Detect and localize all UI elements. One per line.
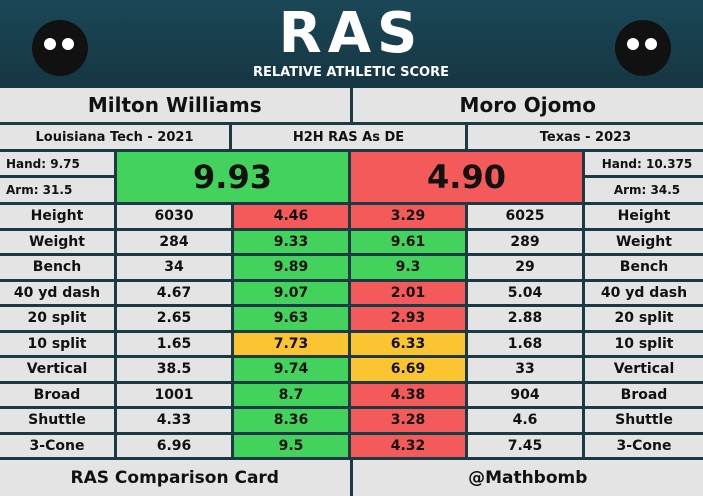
metric-value: 34 bbox=[117, 256, 231, 279]
metric-label: Shuttle bbox=[0, 409, 114, 432]
player-name: Moro Ojomo bbox=[352, 88, 703, 122]
metric-score: 4.32 bbox=[351, 434, 465, 457]
metric-value: 5.04 bbox=[468, 281, 582, 304]
metric-label: 10 split bbox=[0, 332, 114, 355]
metric-score: 9.3 bbox=[351, 256, 465, 279]
metric-value: 7.45 bbox=[468, 434, 582, 457]
metric-value: 284 bbox=[117, 230, 231, 253]
arm: Arm: 34.5 bbox=[585, 178, 703, 202]
mascot bbox=[615, 20, 671, 76]
metric-label: Shuttle bbox=[585, 409, 703, 432]
logo-subtitle: RELATIVE ATHLETIC SCORE bbox=[253, 65, 449, 80]
metric-score: 9.89 bbox=[234, 256, 348, 279]
metric-label: 10 split bbox=[585, 332, 703, 355]
metric-value: 29 bbox=[468, 256, 582, 279]
metric-label: 40 yd dash bbox=[0, 281, 114, 304]
metric-label: Broad bbox=[0, 383, 114, 406]
metric-label: Bench bbox=[0, 256, 114, 279]
header: RAS RELATIVE ATHLETIC SCORE bbox=[0, 0, 703, 88]
hand: Hand: 9.75 bbox=[0, 152, 114, 175]
school: Louisiana Tech - 2021 bbox=[0, 125, 229, 149]
metric-score: 2.93 bbox=[351, 307, 465, 330]
footer-right: @Mathbomb bbox=[352, 460, 703, 496]
metric-value: 289 bbox=[468, 230, 582, 253]
metric-value: 6025 bbox=[468, 205, 582, 228]
metric-score: 9.33 bbox=[234, 230, 348, 253]
metric-value: 1001 bbox=[117, 383, 231, 406]
arm: Arm: 31.5 bbox=[0, 178, 114, 202]
metric-score: 9.07 bbox=[234, 281, 348, 304]
metric-value: 2.65 bbox=[117, 307, 231, 330]
metric-label: Vertical bbox=[0, 358, 114, 381]
metric-score: 9.5 bbox=[234, 434, 348, 457]
hand: Hand: 10.375 bbox=[585, 152, 703, 175]
mascot bbox=[32, 20, 88, 76]
metric-score: 9.63 bbox=[234, 307, 348, 330]
metric-score: 2.01 bbox=[351, 281, 465, 304]
metric-score: 6.69 bbox=[351, 358, 465, 381]
metric-label: Height bbox=[585, 205, 703, 228]
player-name: Milton Williams bbox=[0, 88, 350, 122]
metric-label: 40 yd dash bbox=[585, 281, 703, 304]
metric-score: 8.36 bbox=[234, 409, 348, 432]
metric-value: 2.88 bbox=[468, 307, 582, 330]
metric-score: 6.33 bbox=[351, 332, 465, 355]
metric-label: Height bbox=[0, 205, 114, 228]
metric-value: 38.5 bbox=[117, 358, 231, 381]
ras-score: 9.93 bbox=[117, 152, 348, 202]
metric-label: 3-Cone bbox=[0, 434, 114, 457]
metric-label: Vertical bbox=[585, 358, 703, 381]
metric-label: 3-Cone bbox=[585, 434, 703, 457]
metric-value: 904 bbox=[468, 383, 582, 406]
metric-label: Broad bbox=[585, 383, 703, 406]
metric-label: Bench bbox=[585, 256, 703, 279]
logo: RAS bbox=[279, 1, 424, 66]
metric-score: 4.38 bbox=[351, 383, 465, 406]
metric-value: 6030 bbox=[117, 205, 231, 228]
metric-score: 3.29 bbox=[351, 205, 465, 228]
metric-score: 4.46 bbox=[234, 205, 348, 228]
metric-value: 33 bbox=[468, 358, 582, 381]
metric-value: 1.65 bbox=[117, 332, 231, 355]
metric-label: Weight bbox=[0, 230, 114, 253]
metric-value: 1.68 bbox=[468, 332, 582, 355]
metric-label: 20 split bbox=[0, 307, 114, 330]
metric-score: 9.74 bbox=[234, 358, 348, 381]
metric-value: 4.6 bbox=[468, 409, 582, 432]
footer-left: RAS Comparison Card bbox=[0, 460, 350, 496]
metric-score: 3.28 bbox=[351, 409, 465, 432]
ras-score: 4.90 bbox=[351, 152, 582, 202]
metric-label: Weight bbox=[585, 230, 703, 253]
comparison-label: H2H RAS As DE bbox=[232, 125, 465, 149]
school: Texas - 2023 bbox=[468, 125, 703, 149]
metric-label: 20 split bbox=[585, 307, 703, 330]
metric-value: 4.67 bbox=[117, 281, 231, 304]
metric-score: 7.73 bbox=[234, 332, 348, 355]
metric-score: 8.7 bbox=[234, 383, 348, 406]
metric-value: 6.96 bbox=[117, 434, 231, 457]
header-graphic: RAS RELATIVE ATHLETIC SCORE bbox=[32, 1, 671, 80]
metric-score: 9.61 bbox=[351, 230, 465, 253]
metric-value: 4.33 bbox=[117, 409, 231, 432]
